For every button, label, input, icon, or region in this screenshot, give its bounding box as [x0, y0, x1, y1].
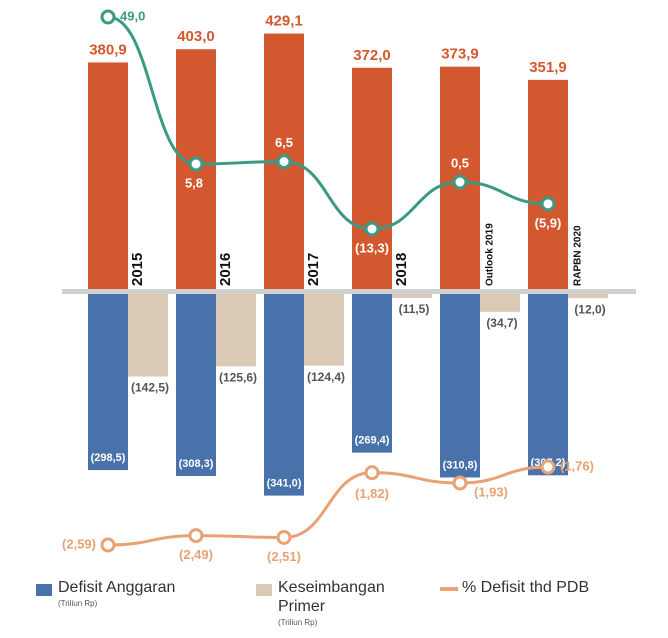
point — [540, 459, 556, 475]
legend-swatch — [36, 584, 52, 596]
value-label: (11,5) — [399, 302, 430, 316]
bar — [568, 291, 608, 299]
point — [188, 528, 204, 544]
point — [452, 174, 468, 190]
legend-swatch — [440, 587, 458, 591]
value-label: 0,5 — [451, 155, 469, 170]
x-tick-label: RAPBN 2020 — [573, 225, 584, 286]
value-label: 429,1 — [265, 13, 303, 30]
legend-label: Defisit Anggaran — [58, 579, 176, 596]
point — [188, 156, 204, 172]
bar — [528, 291, 568, 476]
bar — [128, 291, 168, 377]
value-label: 380,9 — [89, 41, 127, 58]
point — [364, 221, 380, 237]
x-tick-label: 2017 — [305, 253, 322, 286]
point — [100, 9, 116, 25]
axis-line — [62, 289, 636, 294]
legend-label: Keseimbangan Primer — [278, 579, 385, 615]
value-label: (1,76) — [560, 458, 594, 473]
bar — [440, 291, 480, 478]
bar — [528, 79, 568, 291]
value-label: (341,0) — [267, 478, 302, 490]
value-label: 5,8 — [185, 175, 203, 190]
bar — [216, 291, 256, 367]
legend-note: (Triliun Rp) — [278, 618, 318, 627]
value-label: (5,9) — [535, 215, 562, 230]
value-label: (142,5) — [131, 381, 169, 395]
value-label: (298,5) — [91, 452, 126, 464]
legend-swatch — [256, 584, 272, 596]
value-label: (13,3) — [355, 240, 389, 255]
point — [276, 529, 292, 545]
point — [540, 196, 556, 212]
bar — [88, 291, 128, 471]
point — [276, 154, 292, 170]
value-label: (2,49) — [179, 547, 213, 562]
x-tick-label: 2018 — [393, 253, 410, 286]
value-label: 6,5 — [275, 135, 293, 150]
point — [452, 475, 468, 491]
value-label: (269,4) — [355, 435, 390, 447]
x-tick-label: 2015 — [129, 253, 146, 286]
point — [364, 465, 380, 481]
bar — [264, 291, 304, 496]
value-label: (1,93) — [474, 484, 508, 499]
legend-label: % Defisit thd PDB — [462, 579, 590, 596]
legend-note: (Triliun Rp) — [58, 599, 98, 608]
bar — [480, 291, 520, 312]
value-label: 373,9 — [441, 46, 479, 63]
value-label: (2,51) — [267, 549, 301, 564]
bar — [352, 291, 392, 453]
value-label: 403,0 — [177, 28, 215, 45]
value-label: (308,3) — [179, 458, 214, 470]
bar — [352, 67, 392, 291]
value-label: 49,0 — [120, 8, 145, 23]
point — [100, 537, 116, 553]
value-label: (12,0) — [574, 302, 605, 316]
value-label: (310,8) — [443, 459, 478, 471]
bar — [88, 62, 128, 292]
value-label: 372,0 — [353, 47, 391, 64]
bar — [176, 291, 216, 476]
line — [107, 15, 549, 231]
value-label: (124,4) — [307, 370, 345, 384]
x-tick-label: Outlook 2019 — [485, 223, 496, 286]
value-label: 351,9 — [529, 59, 567, 76]
legend: Defisit Anggaran (Triliun Rp) Keseimbangan… — [0, 578, 668, 638]
value-label: (34,7) — [486, 316, 517, 330]
line — [107, 465, 549, 547]
x-tick-label: 2016 — [217, 253, 234, 286]
value-label: (125,6) — [219, 371, 257, 385]
value-label: (2,59) — [62, 536, 96, 551]
bar — [392, 291, 432, 298]
chart: 380,9 403,0 429,1 372,0 373,9 351,9 (298,5) (30… — [62, 8, 636, 564]
bar — [304, 291, 344, 366]
value-label: (1,82) — [355, 486, 389, 501]
